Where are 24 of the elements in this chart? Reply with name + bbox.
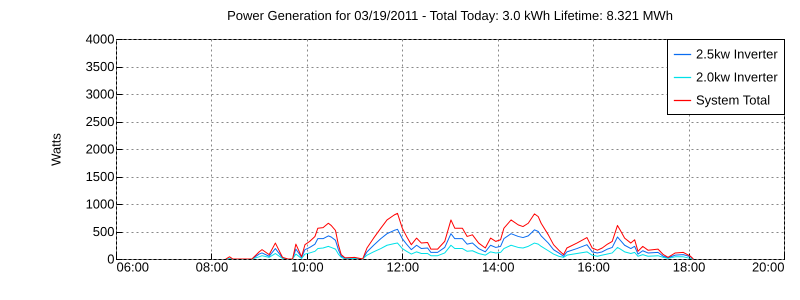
y-tick-label: 500: [92, 224, 114, 239]
x-tick-label: 16:00: [577, 260, 610, 274]
chart-title: Power Generation for 03/19/2011 - Total Today: 3.0 kWh Lifetime: 8.321 MWh: [227, 8, 673, 23]
x-tick-label: 18:00: [672, 260, 706, 274]
y-tick-label: 1500: [86, 169, 114, 184]
y-tick-label: 1000: [86, 196, 114, 212]
line-series: [225, 242, 694, 259]
y-tick-label: 3000: [86, 86, 114, 102]
x-tick-label: 08:00: [196, 260, 228, 274]
x-tick-label: 14:00: [482, 260, 514, 274]
legend-label: System Total: [696, 92, 770, 108]
y-tick-label: 4000: [86, 32, 114, 46]
y-tick-label: 3500: [86, 59, 114, 74]
line-series: [225, 212, 694, 259]
y-tick-label: 0: [107, 252, 114, 266]
y-tick-label: 2000: [86, 142, 114, 156]
legend-label: 2.0kw Inverter: [696, 70, 778, 84]
x-tick-label: 10:00: [291, 260, 324, 274]
legend-label: 2.5kw Inverter: [696, 46, 778, 62]
x-tick-label: 06:00: [116, 260, 150, 274]
x-tick-label: 12:00: [386, 260, 420, 274]
y-tick-label: 2500: [86, 114, 114, 129]
x-tick-label: 20:00: [752, 260, 784, 274]
y-axis-title: Watts: [48, 132, 64, 166]
